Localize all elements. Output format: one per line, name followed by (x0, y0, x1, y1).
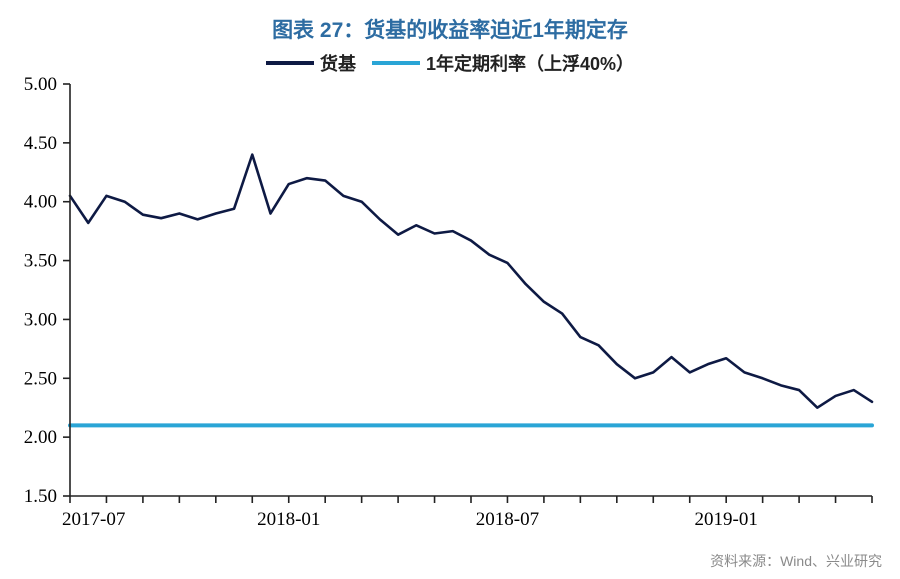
y-tick-label: 4.00 (24, 192, 57, 213)
legend: 货基 1年定期利率（上浮40%） (0, 50, 900, 76)
legend-swatch (266, 61, 314, 65)
series-货基 (70, 155, 872, 408)
x-tick-label: 2019-01 (695, 509, 758, 530)
x-tick-label: 2017-07 (62, 509, 125, 530)
legend-label: 货基 (320, 50, 356, 76)
y-tick-label: 3.50 (24, 251, 57, 272)
x-tick-label: 2018-01 (257, 509, 320, 530)
y-tick-label: 4.50 (24, 133, 57, 154)
y-tick-label: 2.50 (24, 368, 57, 389)
legend-item: 货基 (266, 50, 356, 76)
chart-title: 图表 27：货基的收益率迫近1年期定存 (0, 0, 900, 44)
y-tick-label: 3.00 (24, 309, 57, 330)
source-text: 资料来源：Wind、兴业研究 (710, 551, 882, 571)
y-tick-label: 2.00 (24, 427, 57, 448)
line-chart: 1.50 2.00 2.50 3.00 3.50 4.00 4.50 5.00 2017-07 2… (0, 76, 900, 546)
x-tick-label: 2018-07 (476, 509, 539, 530)
y-tick-label: 1.50 (24, 486, 57, 507)
y-tick-label: 5.00 (24, 76, 57, 95)
legend-swatch (372, 61, 420, 65)
legend-item: 1年定期利率（上浮40%） (372, 50, 634, 76)
chart-container: { "title": "图表 27：货基的收益率迫近1年期定存", "title… (0, 0, 900, 579)
legend-label: 1年定期利率（上浮40%） (426, 50, 634, 76)
